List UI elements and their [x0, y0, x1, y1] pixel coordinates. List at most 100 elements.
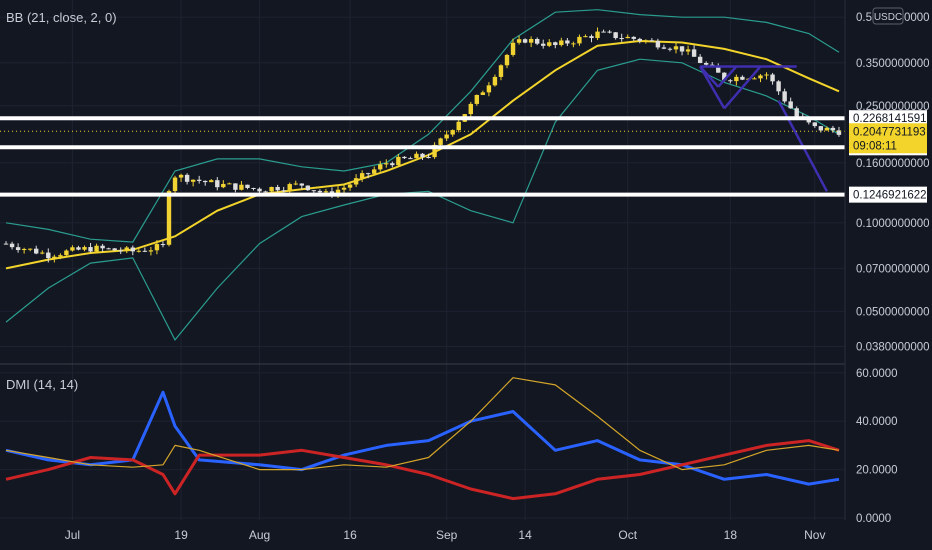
last-price-text: 0.2047731193 — [853, 126, 926, 138]
candle-body — [589, 36, 594, 39]
dmi-minus-di-line — [5, 439, 840, 501]
candle-body — [372, 169, 377, 174]
candle-body — [728, 80, 733, 82]
candle-body — [154, 244, 160, 251]
pattern-leg-4[interactable] — [723, 65, 762, 110]
candle-body — [734, 76, 739, 82]
candle-body — [492, 76, 498, 86]
candle-body — [27, 248, 33, 250]
candle-body — [402, 156, 407, 159]
candle-body — [390, 163, 395, 166]
pattern-leg-3[interactable] — [699, 65, 726, 109]
candle-body — [124, 247, 129, 252]
time-axis-label: 14 — [518, 528, 532, 542]
time-axis-label: 19 — [174, 528, 188, 542]
candle-body — [510, 42, 516, 55]
time-axis-label: 16 — [343, 528, 357, 542]
time-axis-label: Oct — [618, 528, 637, 542]
candle-body — [317, 190, 323, 193]
candle-body — [275, 186, 280, 191]
candle-body — [685, 49, 691, 52]
candle-body — [52, 256, 57, 259]
candle-body — [722, 72, 727, 81]
candle-body — [782, 91, 787, 102]
candle-body — [619, 38, 624, 40]
dmi-indicator-label[interactable]: DMI (14, 14) — [6, 377, 78, 392]
candle-body — [788, 101, 793, 109]
candle-body — [830, 127, 836, 131]
candle-body — [438, 138, 443, 145]
candle-body — [21, 249, 27, 251]
candle-body — [836, 130, 842, 135]
candle-body — [281, 190, 286, 192]
price-axis-label: 0.1600000000 — [856, 158, 930, 170]
candle-body — [824, 127, 830, 131]
candle-body — [625, 36, 630, 39]
candle-body — [480, 92, 486, 95]
candle-body — [691, 49, 697, 57]
bb-indicator-label[interactable]: BB (21, close, 2, 0) — [6, 10, 117, 25]
candle-body — [64, 250, 69, 256]
time-axis-label: Jul — [65, 528, 80, 542]
candle-body — [353, 178, 359, 185]
candle-body — [740, 76, 745, 80]
candle-body — [190, 179, 196, 182]
candle-body — [655, 40, 661, 48]
candle-body — [365, 173, 371, 175]
candle-body — [752, 78, 757, 80]
level-badge-text: 0.2268141591 — [853, 113, 927, 125]
candle-body — [239, 184, 244, 190]
candle-body — [178, 174, 184, 178]
pattern-leg-2[interactable] — [717, 65, 738, 88]
candle-body — [172, 177, 178, 192]
bb-upper-line — [5, 9, 840, 243]
level-badge-text: 0.1246921622 — [853, 190, 927, 202]
candle-body — [474, 94, 480, 104]
dmi-adx-line — [5, 377, 840, 471]
candle-body — [233, 183, 238, 190]
candle-body — [46, 252, 51, 259]
candle-body — [323, 191, 329, 193]
candle-body — [758, 75, 763, 79]
candle-body — [559, 40, 564, 46]
candle-body — [426, 156, 431, 158]
currency-badge[interactable] — [872, 7, 904, 25]
candle-body — [697, 56, 703, 63]
time-axis-label: Sep — [436, 528, 458, 542]
candle-body — [504, 54, 510, 66]
candle-body — [468, 103, 473, 115]
candle-body — [378, 164, 383, 170]
candle-body — [553, 42, 558, 46]
candle-body — [166, 191, 172, 245]
candle-body — [209, 180, 214, 183]
candle-body — [118, 250, 123, 252]
candle-body — [571, 43, 576, 45]
dmi-axis-label: 20.0000 — [856, 465, 898, 477]
candle-body — [34, 248, 39, 254]
candle-body — [130, 247, 135, 252]
candle-body — [420, 153, 425, 157]
candle-body — [76, 247, 81, 250]
time-axis[interactable]: Jul 19 Aug 16 Sep 14 Oct 18 Nov — [65, 528, 826, 542]
candle-body — [607, 31, 612, 33]
candle-body — [203, 180, 208, 183]
candle-body — [347, 184, 353, 188]
candle-body — [40, 252, 45, 254]
price-axis-label: 0.0380000000 — [856, 341, 930, 353]
time-axis-label: Nov — [804, 528, 825, 542]
candle-body — [498, 65, 504, 77]
candle-body — [716, 66, 721, 73]
candle-body — [534, 39, 540, 44]
horizontal-levels[interactable] — [0, 116, 845, 197]
candle-body — [770, 74, 775, 82]
candle-body — [444, 134, 449, 139]
candle-body — [601, 31, 606, 33]
candle-body — [631, 36, 636, 39]
candle-body — [432, 144, 437, 158]
candle-body — [335, 189, 341, 195]
price-axis-label: 0.1000000000 — [856, 218, 930, 230]
candle-body — [305, 185, 311, 191]
dmi-axis-label: 40.0000 — [856, 416, 898, 428]
